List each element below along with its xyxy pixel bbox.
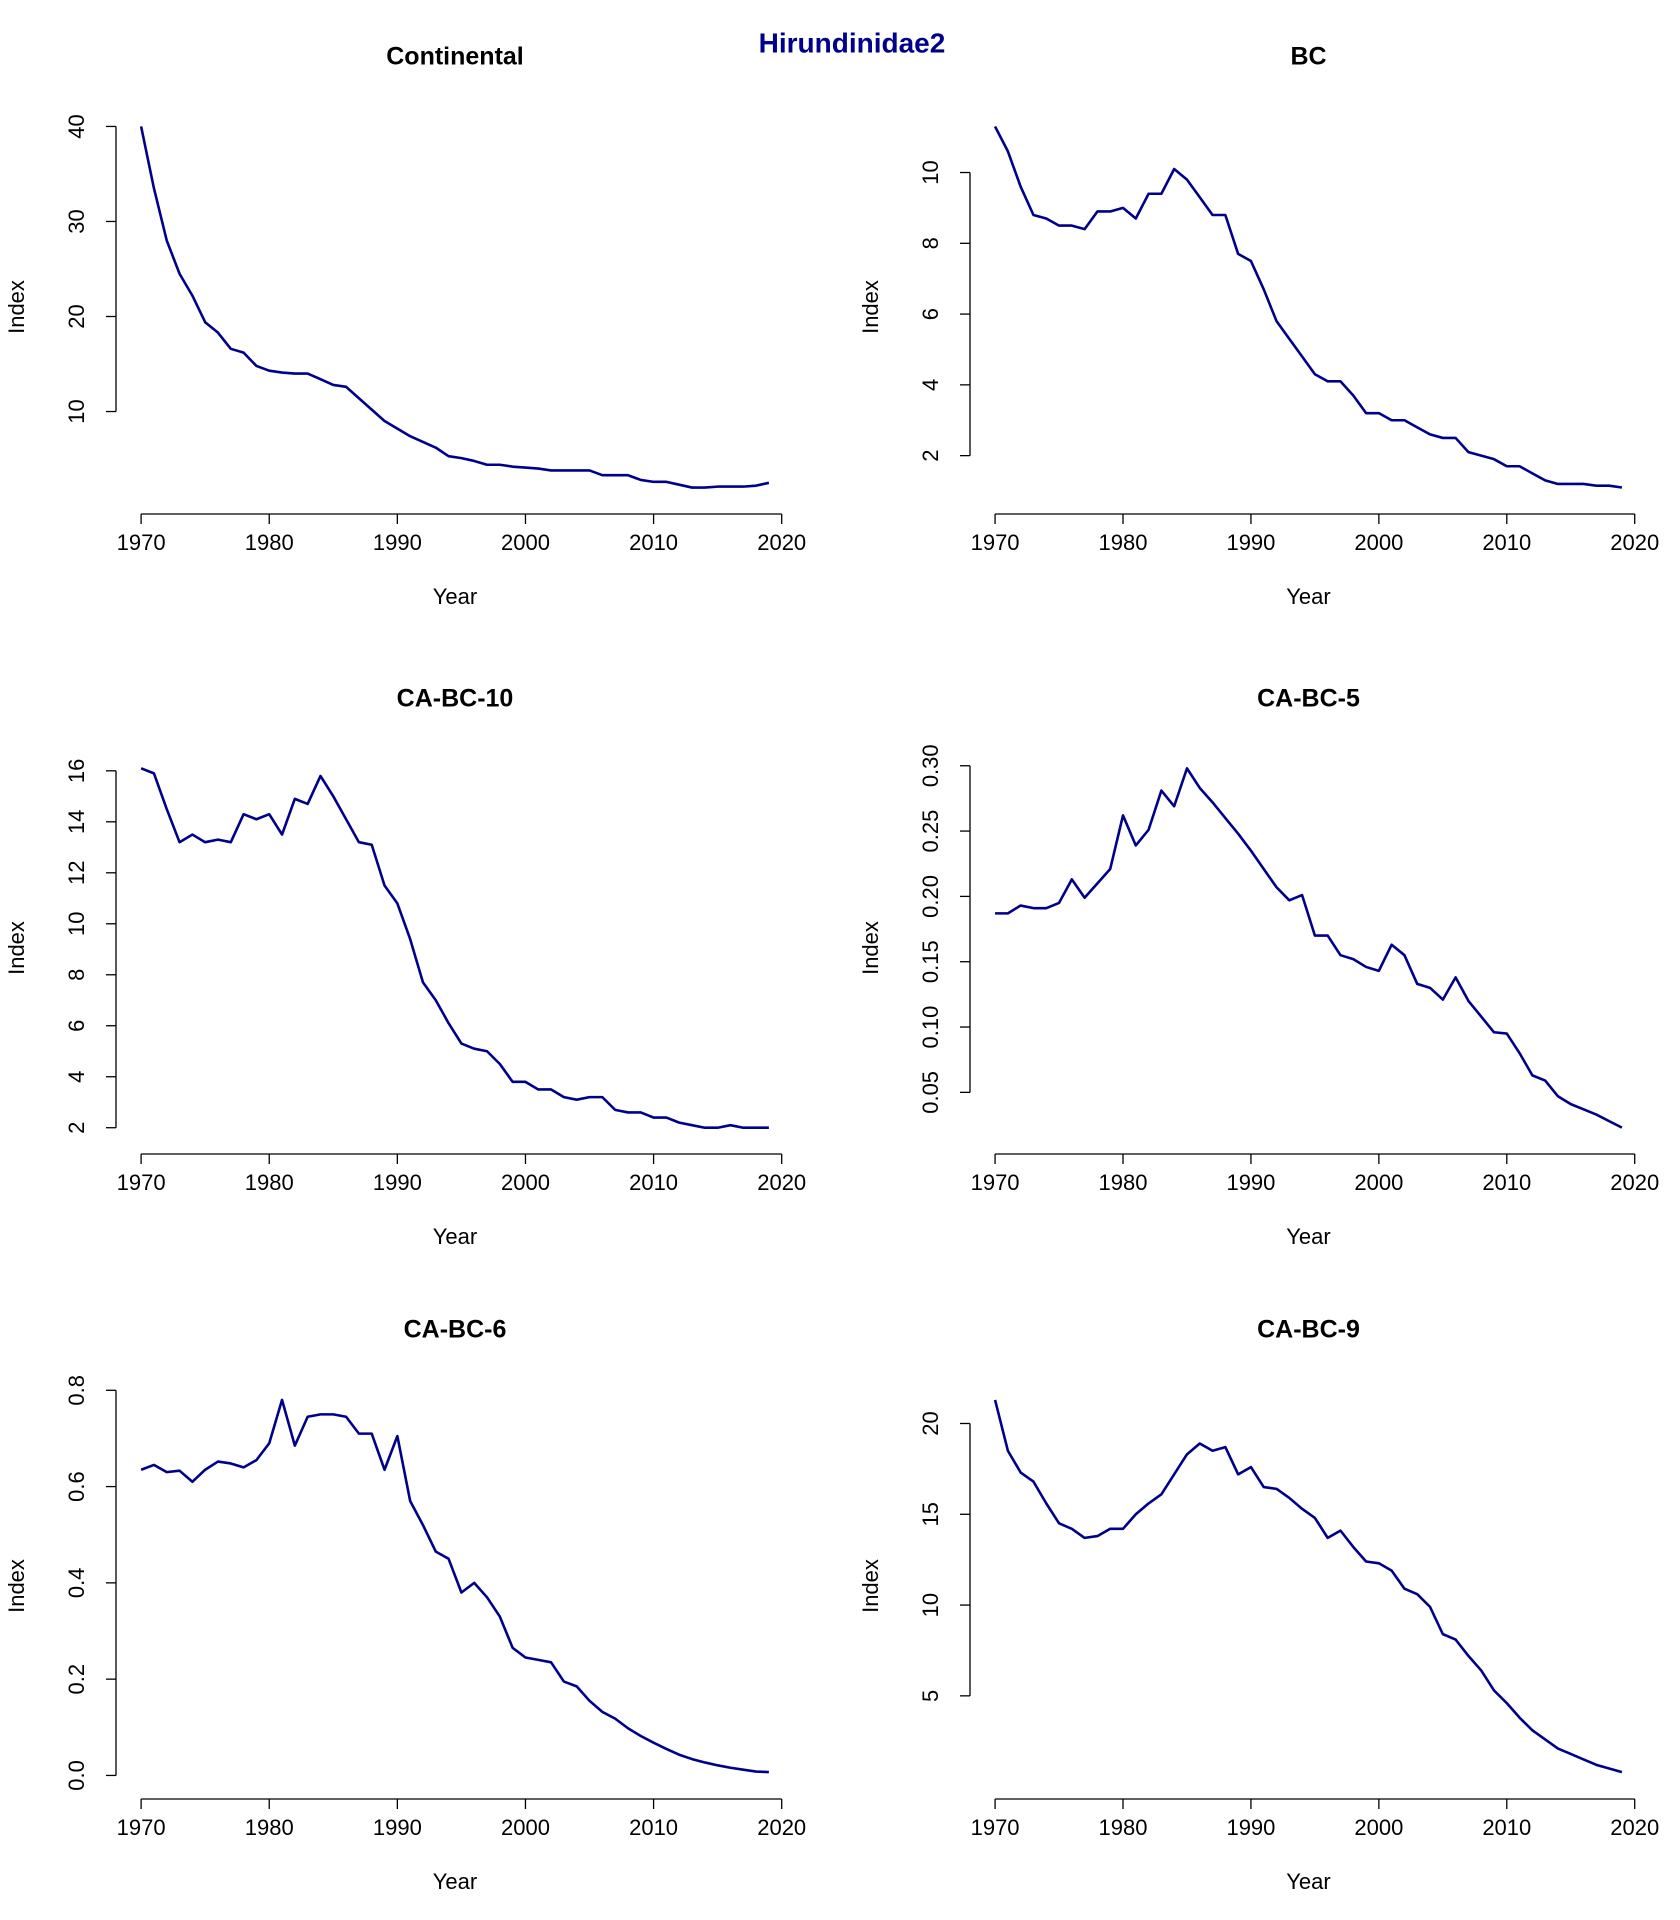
y-tick-label: 2 bbox=[64, 1122, 89, 1134]
y-tick-label: 0.8 bbox=[64, 1375, 89, 1406]
y-axis-label: Index bbox=[4, 921, 29, 975]
x-tick-label: 2020 bbox=[757, 530, 806, 555]
y-tick-label: 2 bbox=[918, 450, 943, 462]
y-tick-label: 0.2 bbox=[64, 1664, 89, 1695]
x-tick-label: 1990 bbox=[1226, 1815, 1275, 1840]
y-tick-label: 0.15 bbox=[918, 940, 943, 983]
panel-title: CA-BC-5 bbox=[1257, 685, 1360, 713]
y-tick-label: 10 bbox=[918, 160, 943, 184]
data-line bbox=[993, 125, 1623, 489]
x-tick-label: 2020 bbox=[1610, 1170, 1659, 1195]
y-tick-label: 40 bbox=[64, 114, 89, 138]
x-tick-label: 2010 bbox=[1482, 1170, 1531, 1195]
y-axis-label: Index bbox=[4, 1559, 29, 1613]
y-tick-label: 8 bbox=[918, 237, 943, 249]
x-tick-label: 1970 bbox=[971, 1815, 1020, 1840]
panel-title: BC bbox=[1290, 43, 1326, 71]
data-line bbox=[995, 767, 1623, 1129]
y-tick-label: 16 bbox=[64, 759, 89, 783]
x-axis-label: Year bbox=[433, 1224, 477, 1249]
x-tick-label: 1980 bbox=[1099, 530, 1148, 555]
y-axis-label: Index bbox=[4, 280, 29, 334]
x-tick-label: 1980 bbox=[245, 530, 294, 555]
y-tick-label: 20 bbox=[918, 1411, 943, 1435]
panel-title: CA-BC-10 bbox=[397, 685, 514, 713]
data-line bbox=[140, 1398, 769, 1774]
x-axis-label: Year bbox=[433, 584, 477, 609]
y-tick-label: 10 bbox=[64, 399, 89, 423]
x-tick-label: 2000 bbox=[501, 530, 550, 555]
x-tick-label: 1980 bbox=[245, 1815, 294, 1840]
y-axis-label: Index bbox=[858, 1559, 883, 1613]
data-line bbox=[139, 126, 770, 489]
y-tick-label: 14 bbox=[64, 810, 89, 834]
y-tick-label: 10 bbox=[918, 1593, 943, 1617]
x-tick-label: 2000 bbox=[1354, 1815, 1403, 1840]
y-tick-label: 6 bbox=[64, 1020, 89, 1032]
data-line bbox=[993, 1399, 1623, 1774]
x-tick-label: 1970 bbox=[117, 530, 166, 555]
x-tick-label: 1980 bbox=[245, 1170, 294, 1195]
x-tick-label: 1970 bbox=[971, 1170, 1020, 1195]
y-tick-label: 0.30 bbox=[918, 744, 943, 787]
x-tick-label: 2020 bbox=[757, 1170, 806, 1195]
x-tick-label: 1980 bbox=[1099, 1170, 1148, 1195]
x-tick-label: 1990 bbox=[1226, 1170, 1275, 1195]
y-tick-label: 0.25 bbox=[918, 810, 943, 853]
x-tick-label: 1970 bbox=[117, 1170, 166, 1195]
x-tick-label: 2010 bbox=[629, 530, 678, 555]
y-tick-label: 20 bbox=[64, 304, 89, 328]
x-tick-label: 1990 bbox=[1226, 530, 1275, 555]
y-tick-label: 8 bbox=[64, 969, 89, 981]
x-tick-label: 2010 bbox=[629, 1170, 678, 1195]
y-axis-label: Index bbox=[858, 921, 883, 975]
y-axis-label: Index bbox=[858, 280, 883, 334]
y-tick-label: 0.20 bbox=[918, 875, 943, 918]
x-tick-label: 2010 bbox=[1482, 1815, 1531, 1840]
x-tick-label: 1990 bbox=[373, 530, 422, 555]
x-axis-label: Year bbox=[1286, 1869, 1330, 1894]
y-tick-label: 30 bbox=[64, 209, 89, 233]
x-tick-label: 2010 bbox=[629, 1815, 678, 1840]
x-tick-label: 2010 bbox=[1482, 530, 1531, 555]
y-tick-label: 0.05 bbox=[918, 1071, 943, 1114]
y-tick-label: 0.10 bbox=[918, 1006, 943, 1049]
x-tick-label: 2020 bbox=[1610, 1815, 1659, 1840]
y-tick-label: 6 bbox=[918, 308, 943, 320]
x-tick-label: 1970 bbox=[117, 1815, 166, 1840]
x-tick-label: 1990 bbox=[373, 1815, 422, 1840]
y-tick-label: 0.0 bbox=[64, 1760, 89, 1791]
x-tick-label: 2020 bbox=[757, 1815, 806, 1840]
y-tick-label: 12 bbox=[64, 861, 89, 885]
data-line bbox=[140, 767, 769, 1130]
x-tick-label: 2000 bbox=[1354, 1170, 1403, 1195]
panel-title: CA-BC-6 bbox=[404, 1316, 507, 1344]
x-axis-label: Year bbox=[1286, 584, 1330, 609]
x-tick-label: 1980 bbox=[1099, 1815, 1148, 1840]
figure-title: Hirundinidae2 bbox=[759, 27, 946, 58]
x-tick-label: 1970 bbox=[971, 530, 1020, 555]
y-tick-label: 4 bbox=[918, 379, 943, 391]
x-tick-label: 2000 bbox=[1354, 530, 1403, 555]
y-tick-label: 15 bbox=[918, 1502, 943, 1526]
x-tick-label: 2020 bbox=[1610, 530, 1659, 555]
y-tick-label: 0.6 bbox=[64, 1471, 89, 1502]
y-tick-label: 4 bbox=[64, 1071, 89, 1083]
y-tick-label: 0.4 bbox=[64, 1568, 89, 1599]
x-tick-label: 2000 bbox=[501, 1170, 550, 1195]
x-tick-label: 1990 bbox=[373, 1170, 422, 1195]
panel-title: CA-BC-9 bbox=[1257, 1316, 1360, 1344]
y-tick-label: 5 bbox=[918, 1690, 943, 1702]
x-axis-label: Year bbox=[1286, 1224, 1330, 1249]
panel-title: Continental bbox=[386, 43, 524, 71]
x-axis-label: Year bbox=[433, 1869, 477, 1894]
x-tick-label: 2000 bbox=[501, 1815, 550, 1840]
y-tick-label: 10 bbox=[64, 912, 89, 936]
